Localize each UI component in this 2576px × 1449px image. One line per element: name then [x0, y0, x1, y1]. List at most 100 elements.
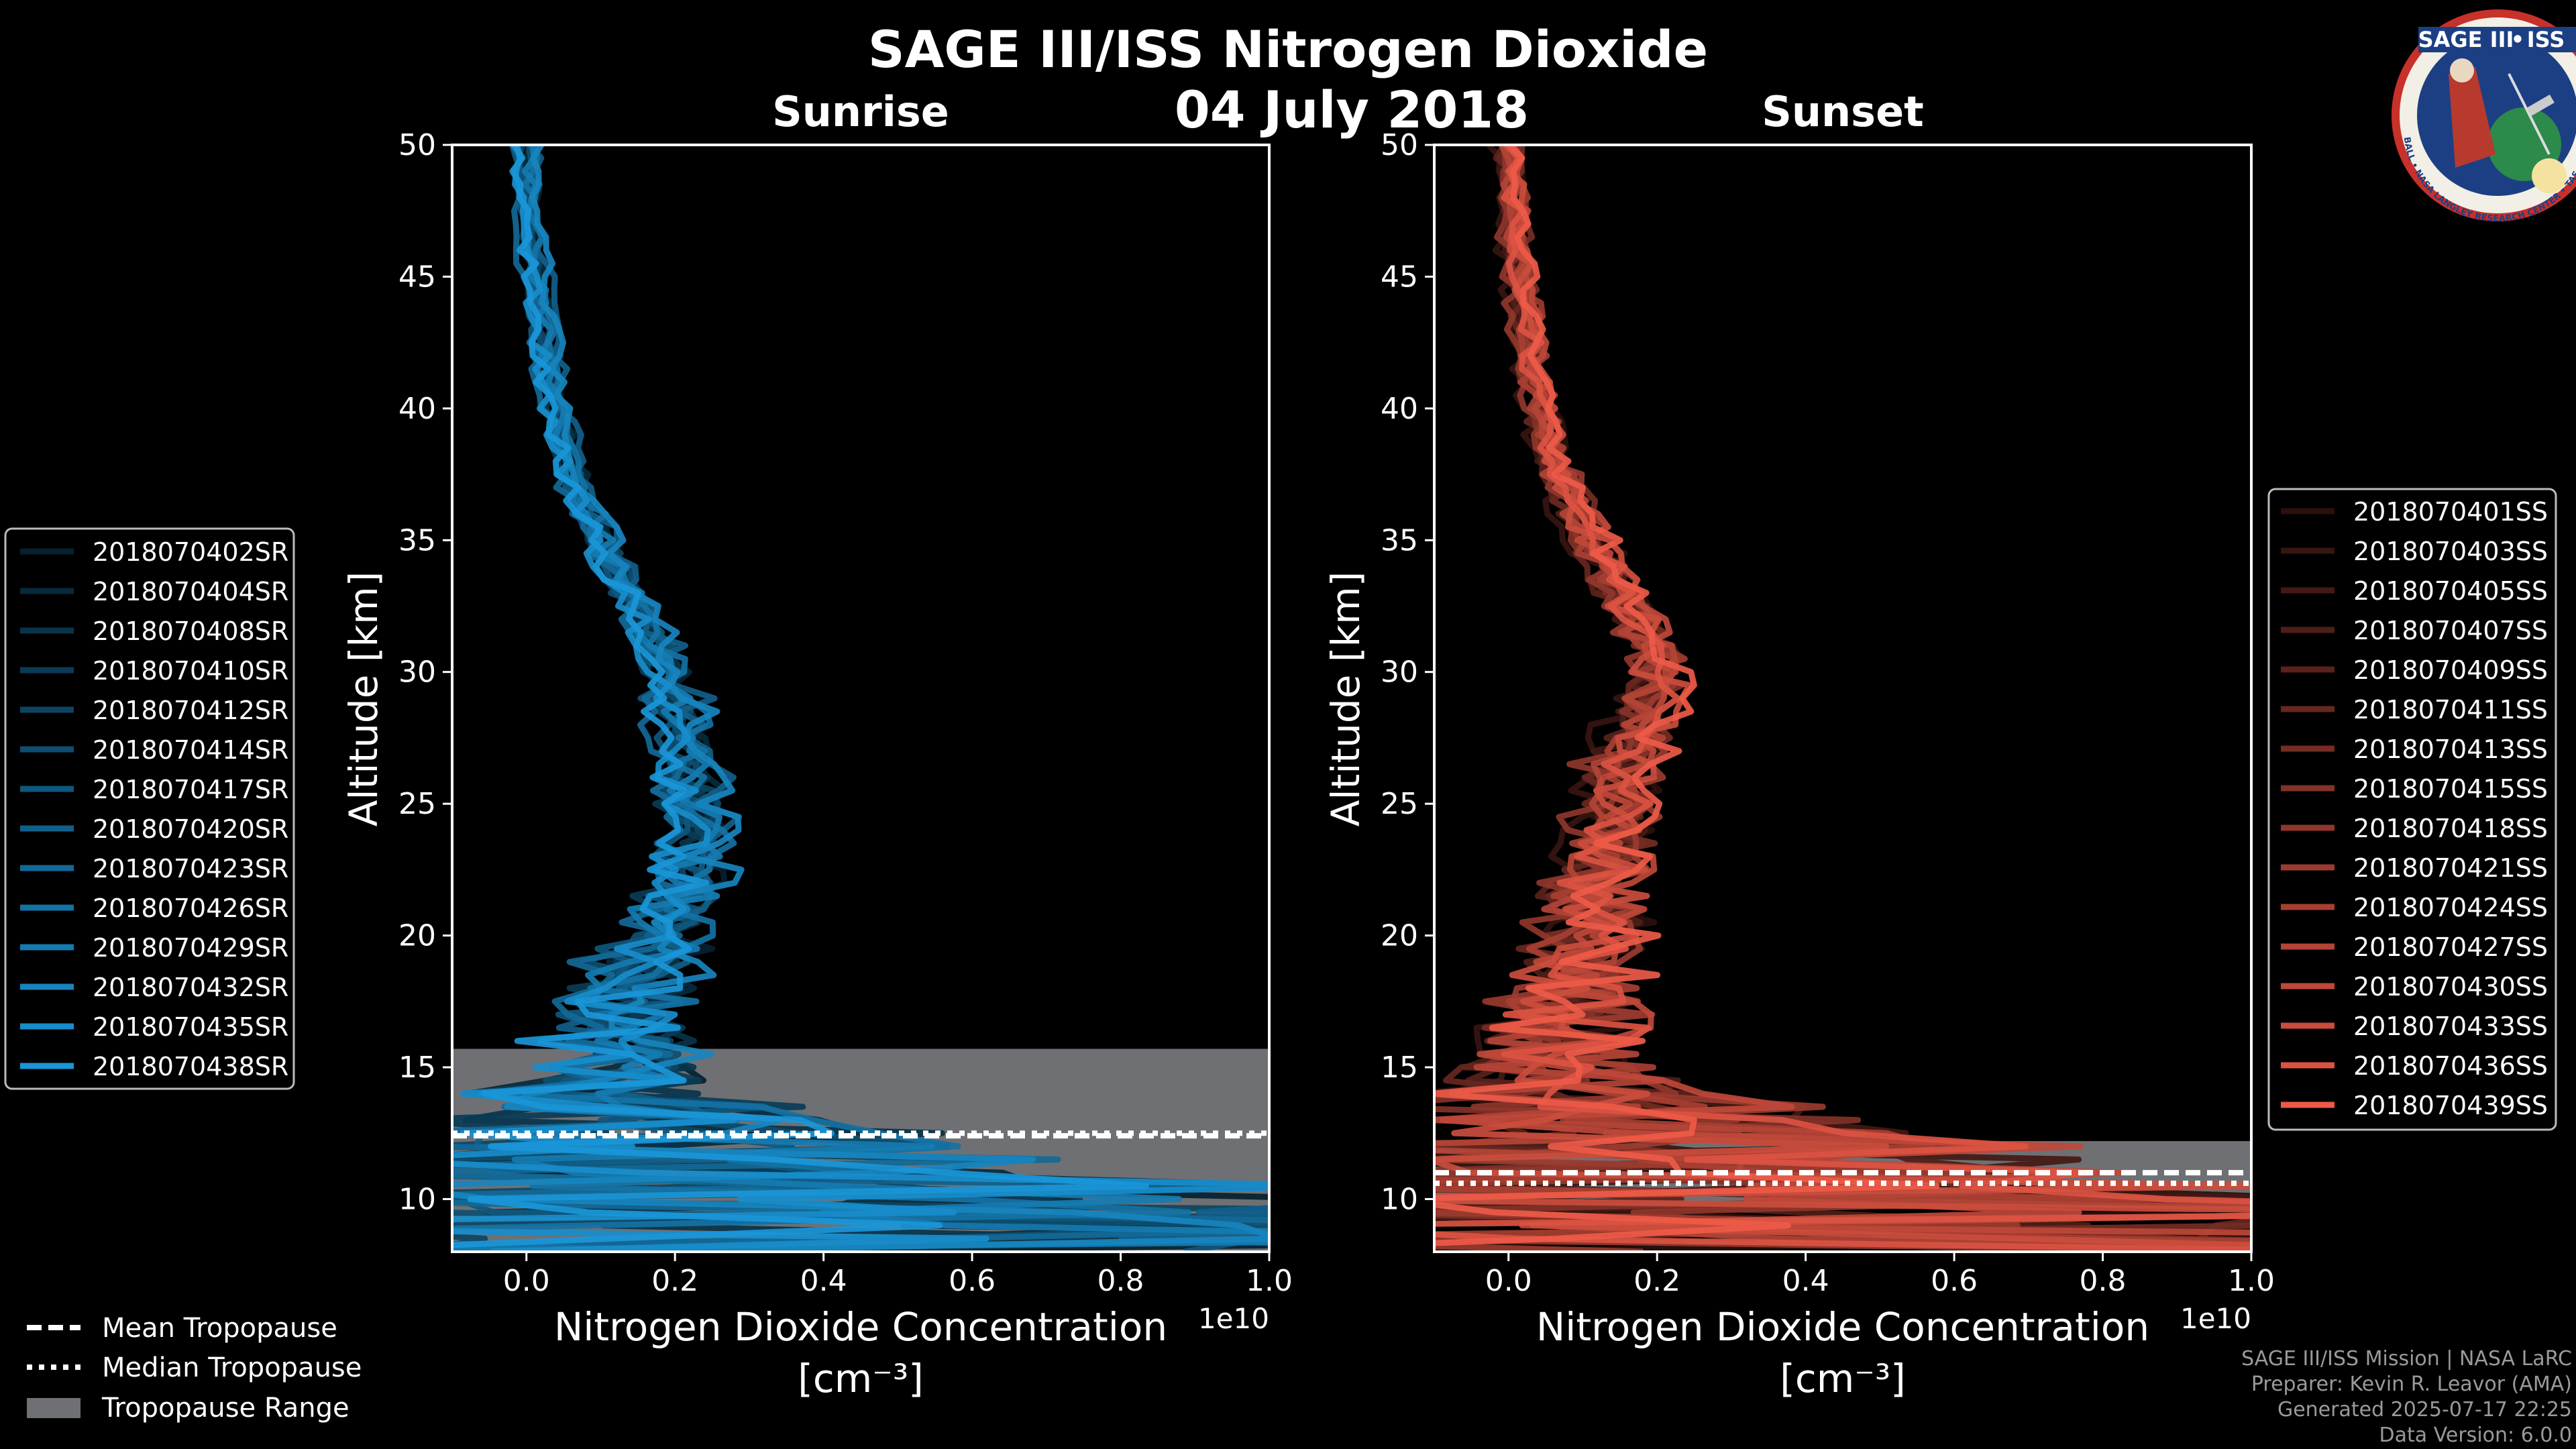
sunset-x-axis-label: Nitrogen Dioxide Concentration	[1536, 1304, 2149, 1350]
logo-figure-head	[2450, 58, 2474, 83]
x-tick-label: 0.8	[1097, 1264, 1144, 1298]
legend-label: 2018070435SR	[93, 1012, 288, 1042]
x-tick-label: 0.6	[1931, 1264, 1978, 1298]
y-tick-label: 25	[398, 787, 436, 821]
legend-label: 2018070407SS	[2353, 616, 2548, 645]
figure-title: SAGE III/ISS Nitrogen Dioxide	[868, 19, 1708, 79]
legend-label: 2018070404SR	[93, 577, 288, 606]
sunset-panel-title: Sunset	[1762, 87, 1924, 136]
y-tick-label: 30	[398, 655, 436, 690]
footer-generated: Generated 2025-07-17 22:25	[2277, 1398, 2572, 1421]
legend-label: 2018070438SR	[93, 1052, 288, 1081]
sunrise-chart: 0.0 0.2 0.4 0.6 0.8 1.0 10 15 20 25 30 35 40 45 50	[398, 128, 1293, 1298]
tropopause-range-label: Tropopause Range	[101, 1393, 350, 1424]
y-tick-label: 40	[1381, 392, 1418, 426]
y-tick-label: 45	[398, 260, 436, 294]
y-tick-label: 50	[1381, 128, 1418, 162]
footer-preparer: Preparer: Kevin R. Leavor (AMA)	[2251, 1373, 2572, 1396]
legend-label: 2018070410SR	[93, 656, 288, 686]
legend-label: 2018070412SR	[93, 696, 288, 725]
x-tick-label: 1.0	[2228, 1264, 2275, 1298]
legend-label: 2018070439SS	[2353, 1091, 2548, 1120]
legend-label: 2018070420SR	[93, 814, 288, 844]
y-tick-label: 50	[398, 128, 436, 162]
legend-label: 2018070432SR	[93, 973, 288, 1002]
profile-2018070417SR	[453, 145, 1269, 1252]
y-tick-label: 20	[398, 919, 436, 953]
y-tick-label: 35	[398, 523, 436, 557]
legend-label: 2018070403SS	[2353, 537, 2548, 566]
sunrise-y-axis-label: Altitude [km]	[341, 572, 386, 826]
legend-label: 2018070427SS	[2353, 932, 2548, 962]
y-tick-label: 20	[1381, 919, 1418, 953]
legend-label: 2018070401SS	[2353, 497, 2548, 527]
sunset-x-scale-label: 1e10	[2180, 1302, 2251, 1335]
legend-label: 2018070415SS	[2353, 774, 2548, 804]
sunrise-panel-title: Sunrise	[772, 87, 949, 136]
x-tick-label: 1.0	[1246, 1264, 1293, 1298]
logo-banner	[2418, 27, 2576, 52]
logo-station	[2526, 94, 2555, 117]
y-tick-label: 40	[398, 392, 436, 426]
tropopause-range-swatch	[27, 1398, 80, 1418]
legend-label: 2018070402SR	[93, 537, 288, 567]
profile-lines	[1434, 145, 2251, 1252]
plot-frame	[1433, 144, 2253, 1253]
y-tick-label: 30	[1381, 655, 1418, 690]
y-tick-label: 25	[1381, 787, 1418, 821]
legend-label: 2018070423SR	[93, 854, 288, 883]
sunrise-x-axis-label: Nitrogen Dioxide Concentration	[554, 1304, 1167, 1350]
figure-date: 04 July 2018	[1175, 80, 1529, 140]
legend-label: 2018070426SR	[93, 894, 288, 923]
logo-beam	[2508, 73, 2551, 155]
logo-figure	[2449, 67, 2496, 168]
footer-data-version: Data Version: 6.0.0	[2379, 1424, 2572, 1447]
profile-2018070429SR	[452, 145, 1269, 1252]
mission-logo: SAGE III • ISS BALL • NASA LANGLEY RESEA…	[2392, 9, 2576, 224]
logo-sun	[2532, 158, 2567, 193]
y-tick-label: 15	[1381, 1051, 1418, 1085]
x-tick-label: 0.6	[949, 1264, 996, 1298]
y-tick-label: 10	[398, 1182, 436, 1216]
legend-label: 2018070417SR	[93, 775, 288, 804]
tropopause-legend: Mean Tropopause Median Tropopause Tropop…	[27, 1313, 362, 1424]
profile-2018070438SR	[452, 145, 1149, 1248]
y-tick-label: 45	[1381, 260, 1418, 294]
profile-2018070439SS	[1434, 145, 1940, 1246]
profile-2018070436SS	[1434, 145, 2251, 1252]
y-tick-label: 15	[398, 1051, 436, 1085]
profile-2018070432SR	[452, 145, 1269, 1252]
legend-label: 2018070421SS	[2353, 853, 2548, 883]
logo-title: SAGE III	[2418, 27, 2514, 52]
sunset-x-axis-unit: [cm⁻³]	[1780, 1356, 1906, 1401]
legend-label: 2018070430SS	[2353, 972, 2548, 1002]
sunrise-legend: 2018070402SR 2018070404SR 2018070408SR 2018…	[4, 527, 295, 1090]
x-tick-label: 0.4	[800, 1264, 847, 1298]
legend-label: 2018070411SS	[2353, 695, 2548, 724]
legend-label: 2018070433SS	[2353, 1012, 2548, 1041]
legend-label: 2018070408SR	[93, 616, 288, 646]
y-tick-label: 10	[1381, 1182, 1418, 1216]
x-tick-label: 0.4	[1782, 1264, 1829, 1298]
profile-lines	[452, 145, 1269, 1252]
sunrise-x-axis-unit: [cm⁻³]	[798, 1356, 924, 1401]
sunset-legend: 2018070401SS 2018070403SS 2018070405SS 2018…	[2267, 488, 2557, 1131]
y-tick-label: 35	[1381, 523, 1418, 557]
sunrise-legend-frame	[4, 527, 295, 1090]
logo-dot: •	[2511, 27, 2524, 52]
x-tick-label: 0.2	[651, 1264, 698, 1298]
sunrise-x-scale-label: 1e10	[1198, 1302, 1269, 1335]
x-tick-label: 0.2	[1633, 1264, 1680, 1298]
logo-iss: ISS	[2527, 27, 2565, 52]
mean-tropopause-label: Mean Tropopause	[102, 1313, 337, 1344]
plot-frame	[451, 144, 1271, 1253]
x-tick-label: 0.0	[503, 1264, 550, 1298]
sunset-legend-frame	[2267, 488, 2557, 1131]
legend-label: 2018070413SS	[2353, 735, 2548, 764]
legend-label: 2018070418SS	[2353, 814, 2548, 843]
footer-mission: SAGE III/ISS Mission | NASA LaRC	[2241, 1347, 2572, 1371]
median-tropopause-label: Median Tropopause	[102, 1352, 362, 1383]
x-tick-label: 0.0	[1485, 1264, 1532, 1298]
legend-label: 2018070414SR	[93, 735, 288, 765]
